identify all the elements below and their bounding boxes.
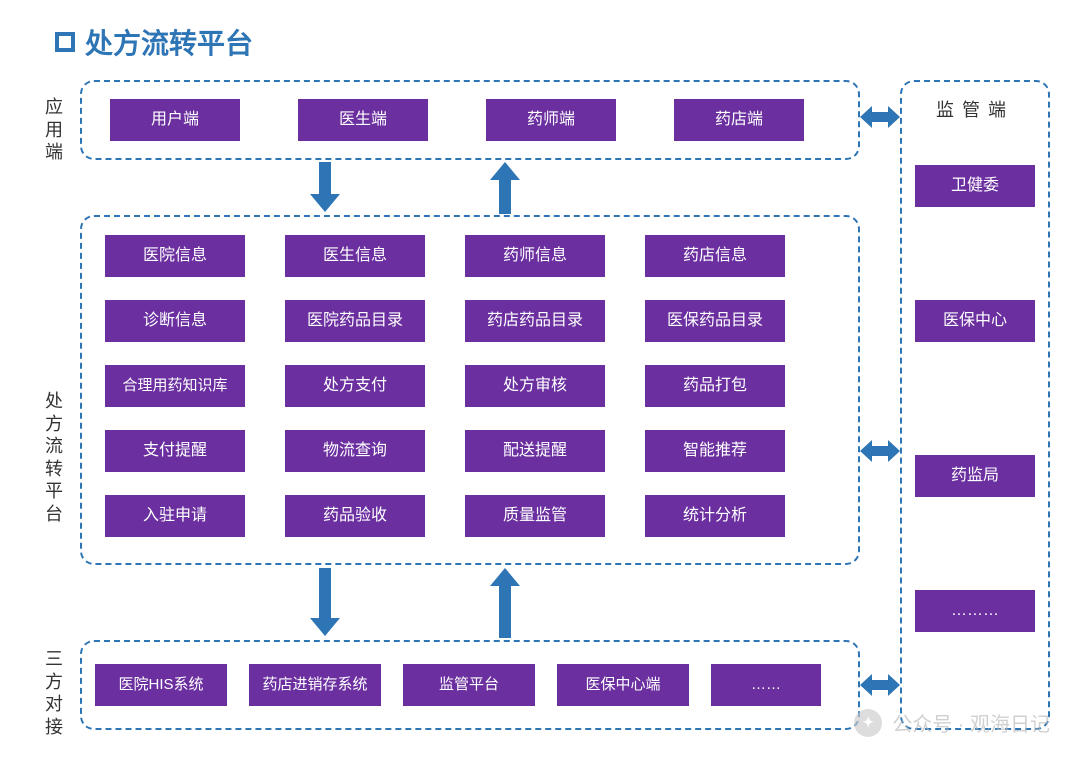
- app-cell: 药师端: [486, 99, 616, 141]
- platform-cell: 处方审核: [465, 365, 605, 407]
- arrow-down-icon: [310, 568, 340, 638]
- platform-row: 入驻申请 药品验收 质量监管 统计分析: [105, 495, 785, 537]
- platform-row: 医院信息 医生信息 药师信息 药店信息: [105, 235, 785, 277]
- platform-cell: 配送提醒: [465, 430, 605, 472]
- arrow-bi-icon: [860, 672, 900, 698]
- platform-cell: 物流查询: [285, 430, 425, 472]
- regulator-cell: 药监局: [915, 455, 1035, 497]
- platform-cell: 诊断信息: [105, 300, 245, 342]
- page-title: 处方流转平台: [85, 22, 253, 62]
- platform-cell: 医保药品目录: [645, 300, 785, 342]
- third-cell: 药店进销存系统: [249, 664, 381, 706]
- arrow-up-icon: [490, 162, 520, 214]
- platform-cell: 智能推荐: [645, 430, 785, 472]
- section-label-third: 三方对接: [44, 648, 64, 738]
- third-cell: 监管平台: [403, 664, 535, 706]
- arrow-bi-icon: [860, 438, 900, 464]
- regulator-cell: 医保中心: [915, 300, 1035, 342]
- platform-cell: 药品打包: [645, 365, 785, 407]
- platform-cell: 药品验收: [285, 495, 425, 537]
- platform-cell: 医院药品目录: [285, 300, 425, 342]
- third-cell: 医保中心端: [557, 664, 689, 706]
- platform-cell: 药店信息: [645, 235, 785, 277]
- platform-row: 诊断信息 医院药品目录 药店药品目录 医保药品目录: [105, 300, 785, 342]
- section-label-regulator: 监管端: [900, 96, 1050, 122]
- regulator-cell: ………: [915, 590, 1035, 632]
- watermark-text: 公众号 · 观海日记: [892, 708, 1050, 737]
- arrow-down-icon: [310, 162, 340, 214]
- third-cell: 医院HIS系统: [95, 664, 227, 706]
- platform-cell: 处方支付: [285, 365, 425, 407]
- third-row: 医院HIS系统 药店进销存系统 监管平台 医保中心端 ……: [95, 664, 821, 706]
- arrow-bi-icon: [860, 104, 900, 130]
- platform-cell: 药师信息: [465, 235, 605, 277]
- section-label-platform: 处方流转平台: [44, 390, 64, 525]
- platform-cell: 质量监管: [465, 495, 605, 537]
- platform-cell: 支付提醒: [105, 430, 245, 472]
- section-label-app: 应用端: [44, 96, 64, 164]
- platform-cell: 统计分析: [645, 495, 785, 537]
- app-cell: 用户端: [110, 99, 240, 141]
- platform-cell: 药店药品目录: [465, 300, 605, 342]
- platform-cell: 医生信息: [285, 235, 425, 277]
- platform-cell: 合理用药知识库: [105, 365, 245, 407]
- title-bullet-icon: [55, 32, 75, 52]
- arrow-up-icon: [490, 568, 520, 638]
- app-cell: 药店端: [674, 99, 804, 141]
- platform-row: 合理用药知识库 处方支付 处方审核 药品打包: [105, 365, 785, 407]
- wechat-icon: ✦: [854, 709, 882, 737]
- watermark: ✦ 公众号 · 观海日记: [854, 708, 1050, 737]
- app-row: 用户端 医生端 药师端 药店端: [110, 99, 804, 141]
- third-cell: ……: [711, 664, 821, 706]
- app-cell: 医生端: [298, 99, 428, 141]
- regulator-cell: 卫健委: [915, 165, 1035, 207]
- platform-row: 支付提醒 物流查询 配送提醒 智能推荐: [105, 430, 785, 472]
- platform-cell: 入驻申请: [105, 495, 245, 537]
- page-title-row: 处方流转平台: [55, 22, 253, 62]
- platform-cell: 医院信息: [105, 235, 245, 277]
